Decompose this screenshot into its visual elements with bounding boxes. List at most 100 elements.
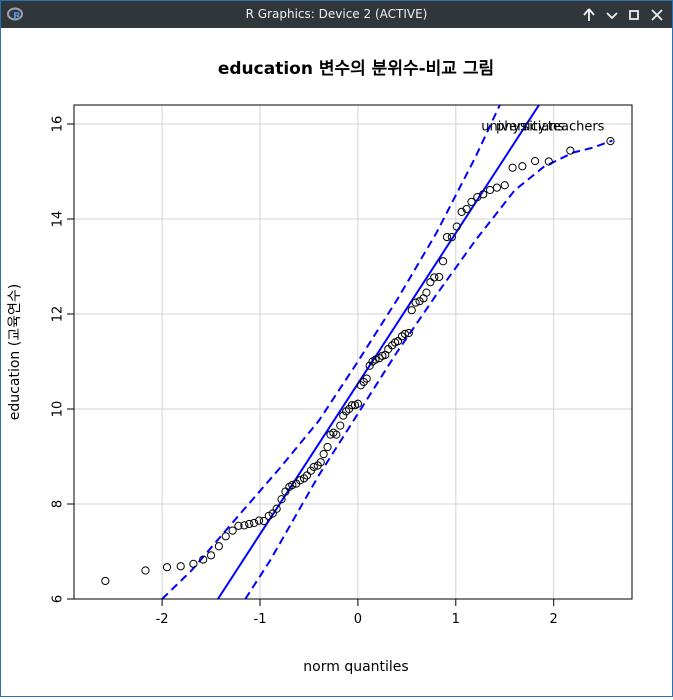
- data-point: [430, 273, 439, 282]
- data-point: [397, 332, 407, 341]
- data-point: [323, 442, 332, 452]
- y-tick-label: 10: [51, 401, 66, 418]
- x-tick-label: -2: [156, 612, 169, 627]
- data-point: [530, 156, 540, 166]
- data-point: [492, 183, 502, 192]
- x-tick-label: 1: [452, 612, 460, 627]
- plot-frame: [73, 104, 633, 600]
- data-point: [388, 341, 397, 350]
- data-point: [299, 474, 309, 483]
- data-point: [447, 232, 456, 242]
- chart-title: education 변수의 분위수-비교 그림: [218, 59, 494, 79]
- data-point: [319, 450, 328, 459]
- data-point: [259, 517, 269, 526]
- data-point: [141, 566, 150, 575]
- y-tick-label: 14: [51, 211, 66, 228]
- data-point: [365, 361, 374, 370]
- data-point: [316, 458, 325, 467]
- data-point: [485, 185, 495, 195]
- data-point: [234, 521, 243, 530]
- data-point: [206, 551, 216, 560]
- data-point: [101, 576, 110, 586]
- data-point: [442, 232, 452, 242]
- data-point: [214, 542, 223, 551]
- data-point: [500, 181, 509, 190]
- confidence-band: [161, 105, 613, 599]
- data-point: [508, 163, 517, 172]
- data-point: [422, 288, 431, 297]
- minimize-icon[interactable]: [602, 5, 622, 25]
- y-axis-label: education (교육연수): [7, 284, 23, 420]
- confidence-band-upper: [161, 105, 501, 599]
- data-point: [479, 190, 488, 199]
- title-bar[interactable]: R R Graphics: Device 2 (ACTIVE): [1, 1, 672, 28]
- y-tick-label: 16: [51, 116, 66, 133]
- data-point: [404, 328, 413, 338]
- y-tick-label: 6: [51, 595, 66, 603]
- data-point: [347, 401, 357, 410]
- reference-line-segment: [217, 105, 540, 599]
- data-point: [407, 306, 416, 315]
- data-point: [228, 526, 237, 535]
- data-point: [221, 532, 230, 541]
- data-point: [250, 518, 259, 528]
- maximize-icon[interactable]: [624, 5, 644, 25]
- data-point: [400, 329, 409, 339]
- data-point: [362, 374, 371, 383]
- data-point: [272, 504, 281, 513]
- keep-above-icon[interactable]: [579, 5, 599, 25]
- data-point: [189, 559, 198, 568]
- data-point: [254, 516, 264, 525]
- data-point: [467, 197, 476, 206]
- data-point: [162, 563, 172, 572]
- data-point: [296, 476, 305, 485]
- data-point: [457, 207, 466, 216]
- data-point: [339, 411, 348, 420]
- data-point: [277, 495, 286, 504]
- grid-lines: [74, 105, 632, 600]
- close-icon[interactable]: [647, 5, 667, 25]
- svg-text:R: R: [13, 11, 21, 22]
- data-point: [332, 430, 341, 439]
- data-point: [176, 562, 185, 571]
- data-point: [240, 521, 249, 530]
- data-point: [606, 137, 615, 146]
- data-point: [264, 511, 273, 520]
- data-points: [101, 137, 615, 586]
- r-logo-icon[interactable]: R: [7, 6, 24, 23]
- x-tick-label: -1: [254, 612, 267, 627]
- data-point: [544, 157, 553, 166]
- x-axis-label: norm quantiles: [303, 659, 408, 675]
- data-point: [518, 162, 527, 171]
- data-point: [288, 480, 297, 490]
- data-point: [353, 399, 362, 408]
- data-point: [438, 257, 448, 266]
- x-tick-label: 2: [550, 612, 558, 627]
- y-axis: 6 8 10 12 14 16: [51, 116, 74, 603]
- data-point: [342, 407, 351, 416]
- y-tick-label: 12: [51, 306, 66, 323]
- y-tick-label: 8: [51, 500, 66, 508]
- data-point: [411, 298, 420, 307]
- reference-line: [217, 105, 540, 599]
- data-point: [566, 146, 575, 155]
- data-point: [426, 278, 435, 287]
- confidence-band-lower: [244, 139, 613, 599]
- data-point: [371, 355, 380, 364]
- data-point: [199, 555, 208, 564]
- data-point: [462, 204, 471, 214]
- point-label: physicians: [496, 119, 565, 134]
- data-point: [435, 272, 444, 282]
- data-point: [245, 519, 254, 529]
- point-label: university.teachers: [481, 119, 604, 134]
- x-tick-label: 0: [354, 612, 362, 627]
- data-point: [336, 421, 345, 430]
- x-axis: -2 -1 0 1 2: [156, 599, 558, 627]
- window-title: R Graphics: Device 2 (ACTIVE): [245, 7, 428, 21]
- data-point: [452, 222, 461, 231]
- data-point: [309, 462, 318, 472]
